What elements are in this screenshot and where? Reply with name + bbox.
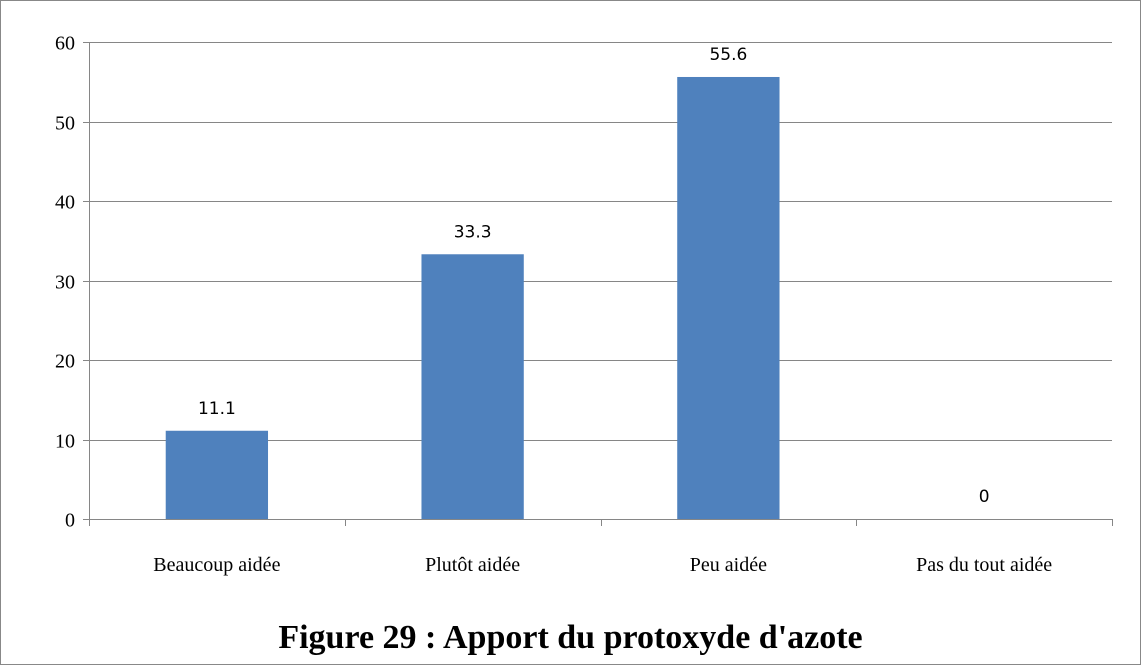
y-tick-label: 10 (55, 431, 75, 453)
y-tick-label: 40 (55, 192, 75, 214)
y-tick-label: 30 (55, 272, 75, 294)
bar-0 (165, 430, 269, 519)
y-tick-label: 60 (55, 33, 75, 55)
data-label: 55.6 (709, 45, 747, 65)
x-category-label: Plutôt aidée (425, 554, 520, 576)
labels: 0 10 20 30 40 50 60 11.1 Beaucoup aidée 33.3 Plutô… (55, 33, 1052, 577)
data-label: 0 (979, 487, 990, 507)
y-tick-label: 0 (65, 510, 75, 532)
data-label: 11.1 (198, 399, 236, 419)
x-category-label: Peu aidée (690, 554, 767, 576)
y-tick-label: 50 (55, 113, 75, 135)
bar-1 (421, 254, 524, 519)
bars (165, 76, 780, 519)
axes (83, 42, 1113, 526)
figure-caption: Figure 29 : Apport du protoxyde d'azote (278, 619, 863, 656)
data-label: 33.3 (454, 222, 492, 242)
bar-2 (677, 76, 780, 519)
x-category-label: Beaucoup aidée (153, 554, 280, 576)
y-tick-label: 20 (55, 351, 75, 373)
x-category-label: Pas du tout aidée (916, 554, 1052, 576)
